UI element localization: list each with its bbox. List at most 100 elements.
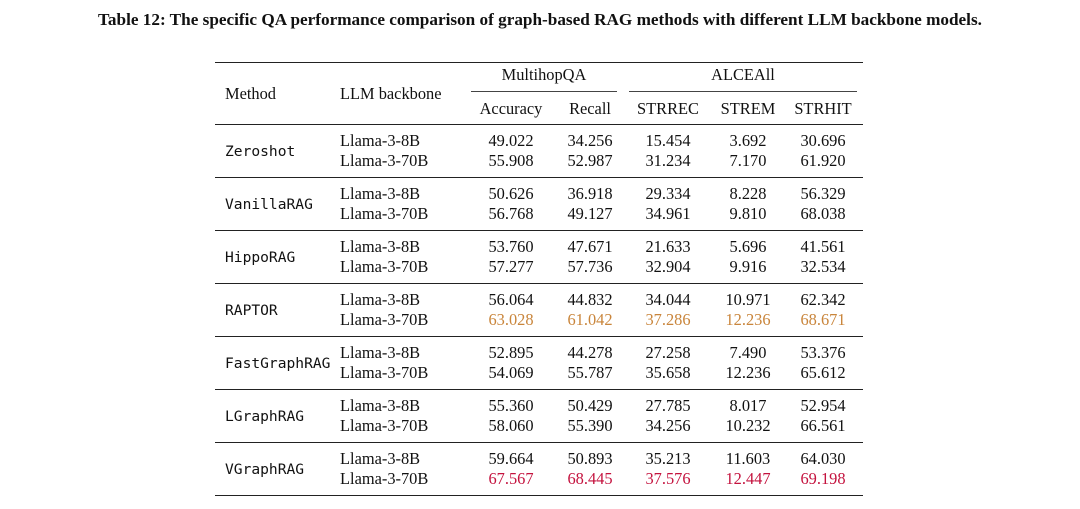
backbone-name: Llama-3-8B	[340, 131, 421, 150]
table-row: VanillaRAG Llama-3-8B 50.626 36.918 29.3…	[215, 177, 863, 231]
strrec-value: 34.256	[645, 416, 691, 435]
strem-value: 9.916	[729, 257, 767, 276]
table-row: HippoRAG Llama-3-8B 53.760 47.671 21.633…	[215, 230, 863, 284]
accuracy-value: 50.626	[465, 177, 557, 204]
method-name: RAPTOR	[215, 283, 340, 337]
table-row: Llama-3-70B 56.768 49.127 34.961 9.810 6…	[215, 204, 863, 231]
strrec-value: 21.633	[623, 230, 713, 257]
strhit-value: 68.038	[800, 204, 846, 223]
strem-column-header: STREM	[720, 99, 776, 118]
accuracy-value: 58.060	[488, 416, 534, 435]
strrec-value: 27.785	[623, 389, 713, 416]
recall-value: 52.987	[567, 151, 613, 170]
alceall-group-header: ALCEAll	[623, 63, 863, 95]
accuracy-value: 49.022	[488, 131, 534, 150]
backbone-name: Llama-3-70B	[340, 363, 429, 382]
table-row: Llama-3-70B 58.060 55.390 34.256 10.232 …	[215, 416, 863, 443]
strrec-value: 27.258	[623, 336, 713, 363]
table-row: RAPTOR Llama-3-8B 56.064 44.832 34.044 1…	[215, 283, 863, 337]
backbone-name: Llama-3-70B	[340, 469, 465, 496]
strem-value: 10.971	[713, 283, 783, 310]
qa-performance-table: Method LLM backbone MultihopQA ALCEAll A…	[215, 62, 863, 496]
table-row: Llama-3-70B 54.069 55.787 35.658 12.236 …	[215, 363, 863, 390]
strhit-value-highlight: 68.671	[800, 310, 846, 329]
accuracy-column-header: Accuracy	[479, 99, 543, 118]
strem-value: 10.232	[725, 416, 771, 435]
backbone-name: Llama-3-8B	[340, 230, 465, 257]
strem-value: 8.228	[713, 177, 783, 204]
accuracy-value: 55.360	[465, 389, 557, 416]
backbone-name: Llama-3-8B	[340, 336, 465, 363]
backbone-column-header: LLM backbone	[340, 62, 465, 125]
alceall-label: ALCEAll	[711, 65, 775, 84]
strem-value: 8.017	[713, 389, 783, 416]
strem-value: 5.696	[713, 230, 783, 257]
strem-value-highlight: 12.236	[725, 310, 771, 329]
strhit-column-header: STRHIT	[794, 99, 852, 118]
accuracy-value: 56.064	[465, 283, 557, 310]
strhit-value: 30.696	[800, 131, 846, 150]
table-row: Llama-3-70B 63.028 61.042 37.286 12.236 …	[215, 310, 863, 337]
recall-value: 44.832	[557, 283, 623, 310]
recall-value: 44.278	[557, 336, 623, 363]
table-caption: Table 12: The specific QA performance co…	[98, 10, 982, 29]
backbone-name: Llama-3-70B	[340, 204, 429, 223]
table-row: Llama-3-70B 57.277 57.736 32.904 9.916 3…	[215, 257, 863, 284]
backbone-name: Llama-3-8B	[340, 177, 465, 204]
strhit-value: 66.561	[800, 416, 846, 435]
strrec-value: 34.044	[623, 283, 713, 310]
method-name: VGraphRAG	[215, 442, 340, 496]
strrec-value: 35.658	[645, 363, 691, 382]
backbone-name: Llama-3-70B	[340, 151, 429, 170]
accuracy-value: 57.277	[488, 257, 534, 276]
strhit-value: 32.534	[800, 257, 846, 276]
method-name: VanillaRAG	[215, 177, 340, 231]
strem-value-best: 12.447	[713, 469, 783, 496]
recall-value: 47.671	[557, 230, 623, 257]
recall-value: 50.893	[557, 442, 623, 469]
recall-value: 49.127	[567, 204, 613, 223]
backbone-name: Llama-3-8B	[340, 283, 465, 310]
strrec-column-header: STRREC	[637, 99, 699, 118]
recall-value: 55.390	[567, 416, 613, 435]
recall-value-best: 68.445	[557, 469, 623, 496]
strhit-value: 62.342	[783, 283, 863, 310]
accuracy-value: 52.895	[465, 336, 557, 363]
multihopqa-label: MultihopQA	[501, 65, 587, 84]
method-name: HippoRAG	[215, 230, 340, 284]
strrec-value: 35.213	[623, 442, 713, 469]
method-name: Zeroshot	[225, 142, 296, 160]
accuracy-value-highlight: 63.028	[488, 310, 534, 329]
method-name: FastGraphRAG	[215, 336, 340, 390]
multihopqa-underline	[471, 88, 617, 92]
recall-value-highlight: 61.042	[567, 310, 613, 329]
strrec-value-highlight: 37.286	[645, 310, 691, 329]
table-row: VGraphRAG Llama-3-8B 59.664 50.893 35.21…	[215, 442, 863, 496]
strrec-value-best: 37.576	[623, 469, 713, 496]
strrec-value: 32.904	[645, 257, 691, 276]
strhit-value: 41.561	[783, 230, 863, 257]
strhit-value: 64.030	[783, 442, 863, 469]
backbone-name: Llama-3-70B	[340, 257, 429, 276]
backbone-name: Llama-3-70B	[340, 310, 429, 329]
alceall-underline	[629, 88, 857, 92]
recall-value: 50.429	[557, 389, 623, 416]
backbone-name: Llama-3-70B	[340, 416, 429, 435]
recall-column-header: Recall	[569, 99, 611, 118]
multihopqa-group-header: MultihopQA	[465, 63, 623, 95]
accuracy-value: 55.908	[488, 151, 534, 170]
strem-value: 7.490	[713, 336, 783, 363]
strhit-value: 52.954	[783, 389, 863, 416]
strhit-value-best: 69.198	[783, 469, 863, 496]
strem-value: 12.236	[725, 363, 771, 382]
recall-value: 55.787	[567, 363, 613, 382]
backbone-name: Llama-3-8B	[340, 389, 465, 416]
recall-value: 34.256	[567, 131, 613, 150]
strem-value: 7.170	[729, 151, 767, 170]
table-row: Llama-3-70B 67.567 68.445 37.576 12.447 …	[215, 469, 863, 496]
table-row: FastGraphRAG Llama-3-8B 52.895 44.278 27…	[215, 336, 863, 390]
strrec-value: 29.334	[623, 177, 713, 204]
strrec-value: 34.961	[645, 204, 691, 223]
recall-value: 36.918	[557, 177, 623, 204]
accuracy-value-best: 67.567	[465, 469, 557, 496]
